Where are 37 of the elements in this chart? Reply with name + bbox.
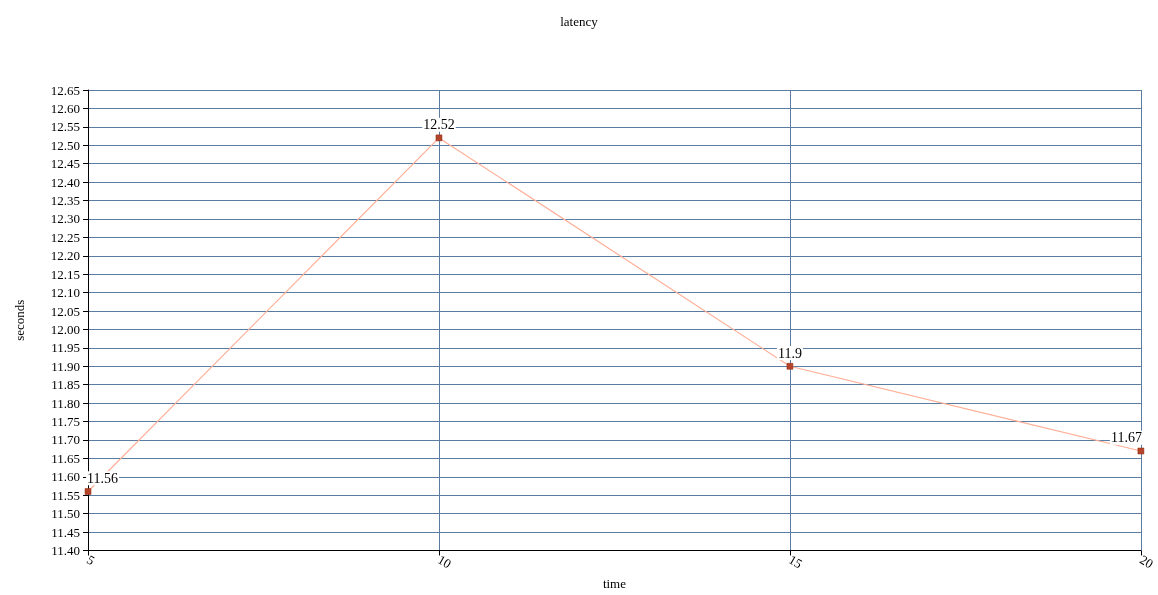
y-tick-label: 12.65: [50, 82, 80, 98]
y-tick-label: 11.55: [51, 487, 80, 503]
y-tick-label: 12.25: [50, 229, 80, 245]
y-tick-label: 11.95: [51, 340, 80, 356]
y-axis-title: seconds: [12, 299, 27, 341]
x-tick-label: 20: [1137, 551, 1156, 572]
y-tick-label: 12.10: [50, 285, 80, 301]
x-tick-label: 5: [84, 551, 98, 569]
y-tick-label: 12.45: [50, 156, 80, 172]
y-tick-label: 11.65: [51, 450, 80, 466]
x-tick-label: 15: [786, 551, 805, 572]
x-tick-label: 10: [435, 551, 454, 572]
y-tick-label: 12.60: [50, 100, 80, 116]
y-tick-label: 11.75: [51, 414, 80, 430]
y-tick-label: 11.90: [51, 358, 80, 374]
y-tick-label: 12.15: [50, 266, 80, 282]
y-tick-label: 12.05: [50, 303, 80, 319]
data-label: 11.67: [1110, 430, 1142, 446]
data-label: 11.9: [777, 345, 802, 361]
y-tick-label: 11.45: [51, 524, 80, 540]
y-tick-label: 12.00: [50, 321, 80, 337]
y-tick-label: 11.85: [51, 377, 80, 393]
y-tick-label: 11.50: [51, 506, 80, 522]
y-tick-label: 11.40: [51, 542, 80, 558]
y-tick-label: 11.60: [51, 469, 80, 485]
y-tick-label: 12.20: [50, 248, 80, 264]
y-tick-label: 11.80: [51, 395, 80, 411]
y-tick-label: 11.70: [51, 432, 80, 448]
chart-title: latency: [560, 14, 599, 29]
y-tick-label: 12.35: [50, 193, 80, 209]
y-tick-label: 12.50: [50, 137, 80, 153]
y-tick-label: 12.55: [50, 119, 80, 135]
data-label: 12.52: [423, 117, 455, 133]
y-tick-label: 12.40: [50, 174, 80, 190]
x-axis-title: time: [602, 576, 627, 591]
y-tick-label: 12.30: [50, 211, 80, 227]
data-label: 11.56: [87, 470, 118, 486]
